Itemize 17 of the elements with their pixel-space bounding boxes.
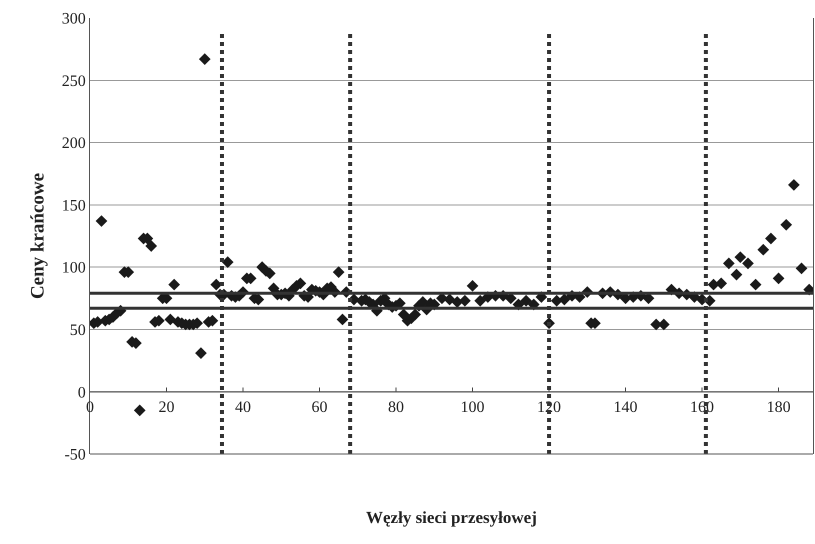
- x-tick-label: 60: [312, 398, 328, 416]
- x-tick-label: 20: [158, 398, 175, 416]
- x-tick-label: 180: [766, 398, 791, 416]
- y-tick-label: 200: [62, 135, 86, 152]
- y-tick-label: 100: [62, 260, 86, 277]
- y-tick-label: -50: [64, 446, 86, 464]
- y-tick-label: 300: [62, 10, 86, 28]
- y-tick-label: 250: [62, 72, 86, 90]
- x-tick-label: 140: [614, 398, 638, 416]
- x-tick-label: 100: [460, 398, 485, 416]
- x-tick-label: 40: [235, 398, 252, 416]
- y-tick-label: 50: [70, 322, 86, 340]
- y-tick-label: 0: [78, 384, 86, 402]
- x-axis-title: Węzły sieci przesyłowej: [366, 508, 537, 527]
- y-axis-title: Ceny krańcowe: [28, 172, 49, 300]
- y-tick-label: 150: [62, 197, 86, 214]
- x-tick-label: 80: [388, 398, 404, 416]
